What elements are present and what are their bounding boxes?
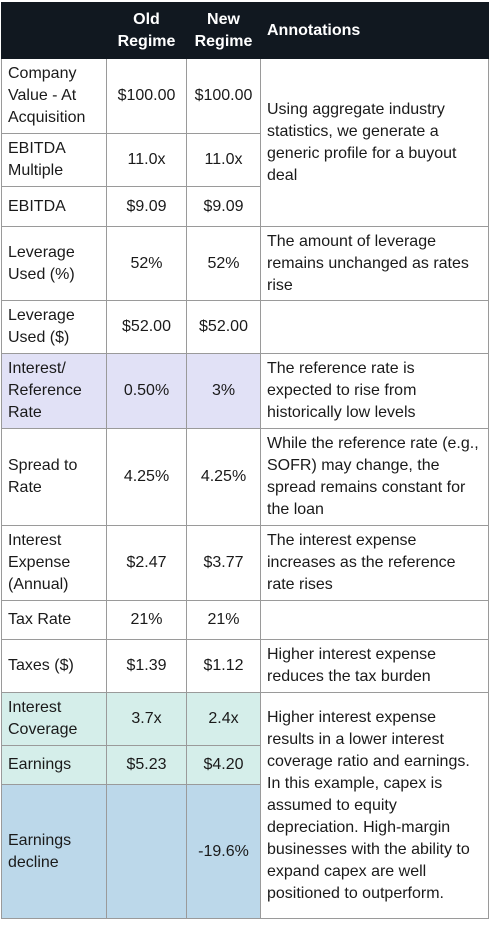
header-cell: Old Regime (106, 2, 187, 59)
new-value: 21% (186, 600, 261, 640)
row-label: Interest Coverage (1, 692, 107, 746)
table-row: Interest Coverage 3.7x 2.4x Higher interest… (1, 692, 489, 919)
old-value: 3.7x (106, 692, 187, 746)
header-cell: New Regime (186, 2, 261, 59)
old-value: 21% (106, 600, 187, 640)
old-value: 52% (106, 226, 187, 301)
old-value: $2.47 (106, 525, 187, 601)
old-value: $100.00 (106, 58, 187, 134)
new-value: $3.77 (186, 525, 261, 601)
table-row: Leverage Used (%) 52% 52% The amount of lev… (1, 226, 489, 301)
new-value: 11.0x (186, 133, 261, 187)
new-value: 3% (186, 353, 261, 429)
old-value: $9.09 (106, 186, 187, 227)
new-value: -19.6% (186, 784, 261, 919)
old-value: $52.00 (106, 300, 187, 354)
row-label: Leverage Used ($) (1, 300, 107, 354)
header-row: Old Regime New Regime Annotations (1, 2, 489, 59)
row-label: Earnings decline (1, 784, 107, 919)
new-value: 4.25% (186, 428, 261, 526)
new-value: $9.09 (186, 186, 261, 227)
annotation: While the reference rate (e.g., SOFR) ma… (260, 428, 489, 526)
new-value: $52.00 (186, 300, 261, 354)
table-row: Interest/ Reference Rate 0.50% 3% The refer… (1, 353, 489, 429)
new-value: $100.00 (186, 58, 261, 134)
annotation: The amount of leverage remains unchanged… (260, 226, 489, 301)
new-value: 2.4x (186, 692, 261, 746)
annotation: The interest expense increases as the re… (260, 525, 489, 601)
new-value: $4.20 (186, 745, 261, 785)
old-value: 4.25% (106, 428, 187, 526)
table-row: EBITDA $9.09 $9.09 (1, 186, 489, 227)
row-label: Earnings (1, 745, 107, 785)
row-label: EBITDA Multiple (1, 133, 107, 187)
table-row: Earnings decline -19.6% (1, 784, 489, 919)
annotation: Using aggregate industry statistics, we … (260, 58, 489, 227)
old-value: $1.39 (106, 639, 187, 693)
row-label: Tax Rate (1, 600, 107, 640)
old-value: 11.0x (106, 133, 187, 187)
new-value: $1.12 (186, 639, 261, 693)
old-value (106, 784, 187, 919)
row-label: Company Value - At Acquisition (1, 58, 107, 134)
annotation (260, 600, 489, 640)
annotation: Higher interest expense reduces the tax … (260, 639, 489, 693)
row-label: Spread to Rate (1, 428, 107, 526)
table-row: Leverage Used ($) $52.00 $52.00 (1, 300, 489, 354)
annotation: The reference rate is expected to rise f… (260, 353, 489, 429)
table-row: Interest Expense (Annual) $2.47 $3.77 The i… (1, 525, 489, 601)
header-cell: Annotations (260, 2, 489, 59)
row-label: EBITDA (1, 186, 107, 227)
table-row: EBITDA Multiple 11.0x 11.0x (1, 133, 489, 187)
table-row: Tax Rate 21% 21% (1, 600, 489, 640)
table-row: Spread to Rate 4.25% 4.25% While the refere… (1, 428, 489, 526)
header-cell (1, 2, 107, 59)
row-label: Taxes ($) (1, 639, 107, 693)
old-value: 0.50% (106, 353, 187, 429)
row-label: Interest/ Reference Rate (1, 353, 107, 429)
old-value: $5.23 (106, 745, 187, 785)
table-row: Taxes ($) $1.39 $1.12 Higher interest expen… (1, 639, 489, 693)
row-label: Leverage Used (%) (1, 226, 107, 301)
annotation: Higher interest expense results in a low… (260, 692, 489, 919)
new-value: 52% (186, 226, 261, 301)
annotation (260, 300, 489, 354)
table-row: Company Value - At Acquisition $100.00 $10… (1, 58, 489, 227)
row-label: Interest Expense (Annual) (1, 525, 107, 601)
